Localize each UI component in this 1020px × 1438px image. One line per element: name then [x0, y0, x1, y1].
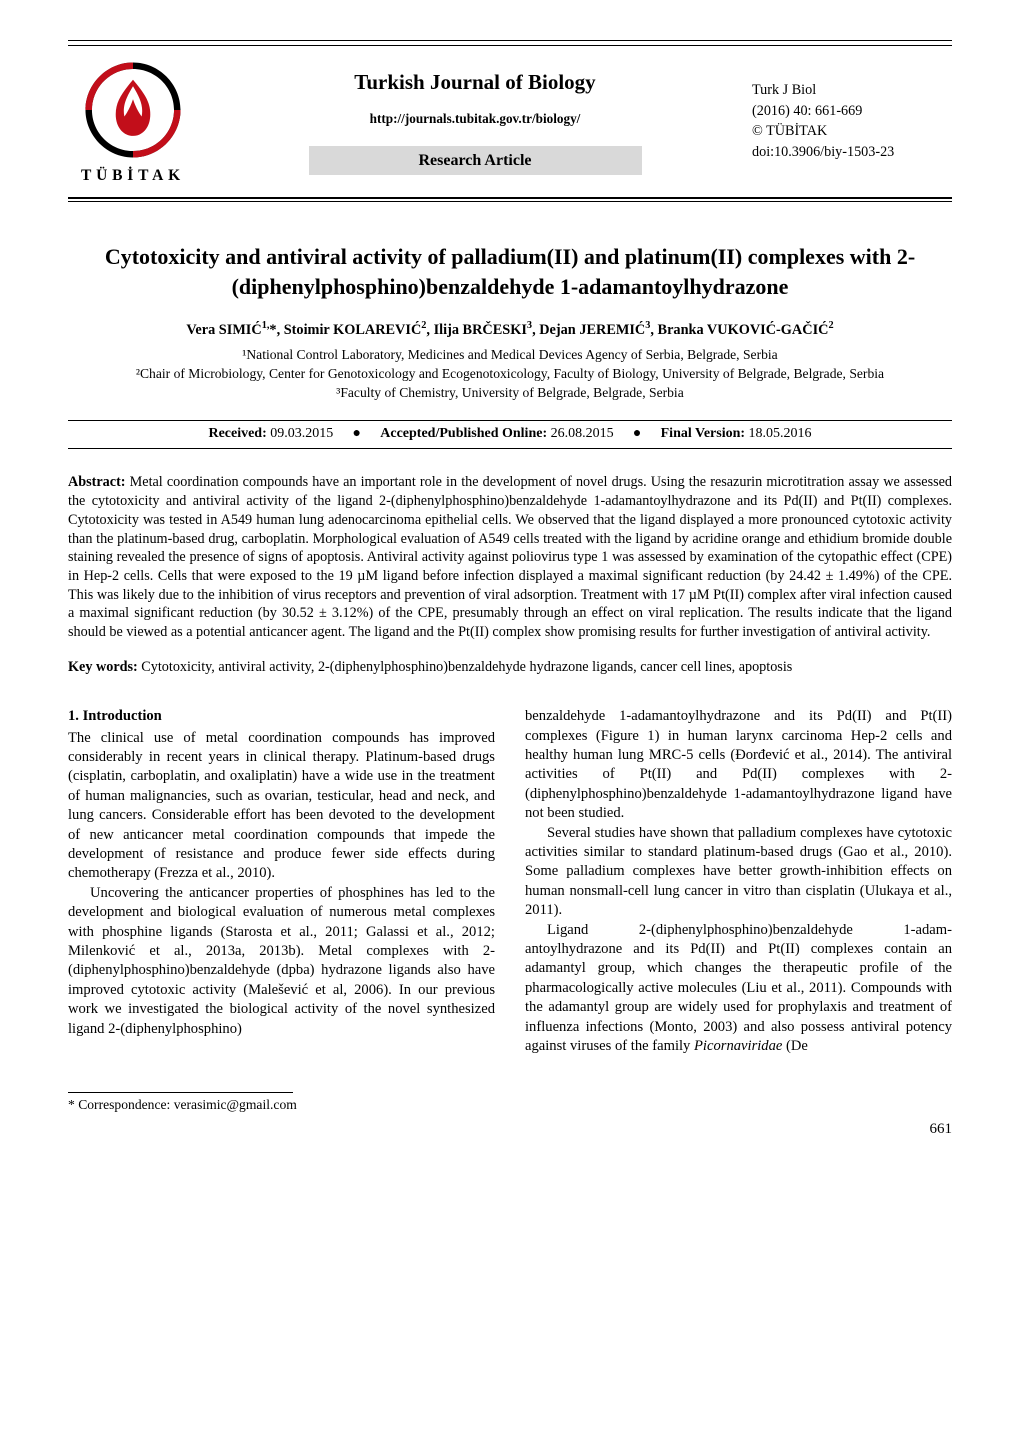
body-paragraph: Uncovering the anticancer properties of …: [68, 884, 495, 1039]
article-title: Cytotoxicity and antiviral activity of p…: [86, 242, 934, 301]
doi: doi:10.3906/biy-1503-23: [752, 142, 952, 163]
affiliation-3: ³Faculty of Chemistry, University of Bel…: [68, 383, 952, 402]
column-right: benzaldehyde 1-adamantoylhydrazone and i…: [525, 707, 952, 1056]
journal-short-title: Turk J Biol: [752, 80, 952, 101]
article-type-pill: Research Article: [309, 146, 642, 176]
publisher-logo-block: TÜBİTAK: [68, 56, 198, 187]
affiliation-2: ²Chair of Microbiology, Center for Genot…: [68, 364, 952, 383]
received-label: Received:: [208, 426, 266, 441]
accepted-label: Accepted/Published Online:: [380, 426, 547, 441]
abstract-text: Metal coordination compounds have an imp…: [68, 474, 952, 640]
abstract-block: Abstract: Metal coordination compounds h…: [68, 473, 952, 642]
publisher-name: TÜBİTAK: [81, 166, 185, 187]
correspondence: * Correspondence: verasimic@gmail.com: [68, 1096, 952, 1114]
body-columns: 1. Introduction The clinical use of meta…: [68, 707, 952, 1056]
received-date: 09.03.2015: [270, 426, 333, 441]
bullet-sep-icon: ●: [337, 425, 377, 444]
accepted-date: 26.08.2015: [551, 426, 614, 441]
body-paragraph: The clinical use of metal coordination c…: [68, 729, 495, 884]
keywords-block: Key words: Cytotoxicity, antiviral activ…: [68, 658, 952, 677]
page-number: 661: [68, 1119, 952, 1139]
final-date: 18.05.2016: [749, 426, 812, 441]
keywords-label: Key words:: [68, 659, 138, 675]
final-label: Final Version:: [661, 426, 745, 441]
dates-bar: Received: 09.03.2015 ● Accepted/Publishe…: [68, 420, 952, 449]
authors-line: Vera SIMIĆ1,*, Stoimir KOLAREVIĆ2, Ilija…: [98, 319, 922, 340]
copyright: © TÜBİTAK: [752, 121, 952, 142]
affiliation-1: ¹National Control Laboratory, Medicines …: [68, 345, 952, 364]
journal-title: Turkish Journal of Biology: [198, 68, 752, 96]
rule-bottom-pair: [68, 198, 952, 202]
body-paragraph: Ligand 2-(diphenylphosphino)benzaldehyde…: [525, 921, 952, 1057]
journal-url[interactable]: http://journals.tubitak.gov.tr/biology/: [198, 110, 752, 128]
header-right: Turk J Biol (2016) 40: 661-669 © TÜBİTAK…: [752, 80, 952, 162]
keywords-text: Cytotoxicity, antiviral activity, 2-(dip…: [141, 659, 792, 675]
footnote-rule: [68, 1092, 293, 1093]
header-center: Turkish Journal of Biology http://journa…: [198, 68, 752, 176]
tubitak-logo-icon: [79, 56, 187, 164]
bullet-sep-icon: ●: [617, 425, 657, 444]
section-heading: 1. Introduction: [68, 707, 495, 726]
column-left: 1. Introduction The clinical use of meta…: [68, 707, 495, 1056]
body-paragraph: Several studies have shown that palladiu…: [525, 824, 952, 921]
rule-top-thick: [68, 40, 952, 41]
affiliations: ¹National Control Laboratory, Medicines …: [68, 345, 952, 402]
issue-info: (2016) 40: 661-669: [752, 101, 952, 122]
abstract-label: Abstract:: [68, 474, 126, 490]
body-paragraph: benzaldehyde 1-adamantoylhydrazone and i…: [525, 707, 952, 823]
journal-header: TÜBİTAK Turkish Journal of Biology http:…: [68, 45, 952, 198]
